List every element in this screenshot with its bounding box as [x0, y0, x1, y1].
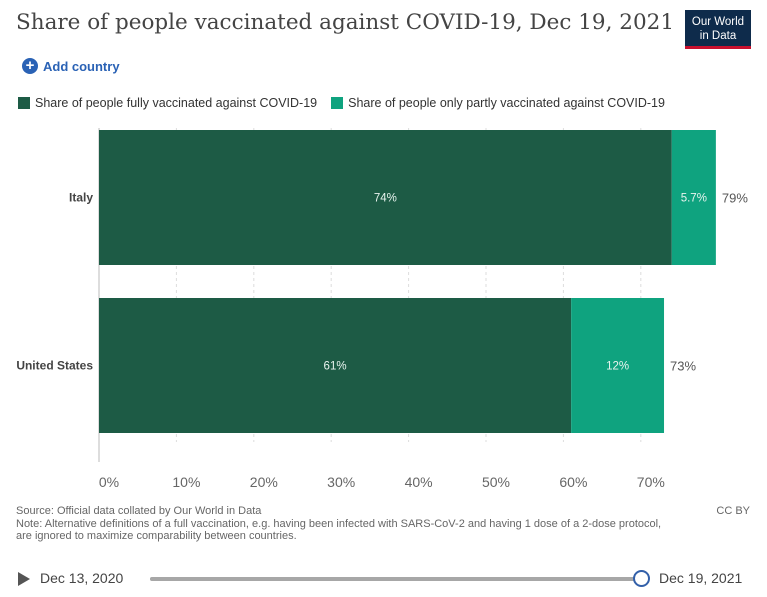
bar-chart: 0% 10% 20% 30% 40% 50% 60% 70% 74% 5.7% 79% Italy 61…: [16, 128, 748, 490]
x-tick-label: 20%: [250, 474, 278, 490]
category-label: Italy: [69, 191, 93, 205]
bar-partly-vaccinated: [671, 130, 716, 265]
legend-item-fully[interactable]: Share of people fully vaccinated against…: [18, 96, 317, 110]
bar-fully-vaccinated: [99, 298, 572, 433]
timeline-end-label[interactable]: Dec 19, 2021: [659, 570, 743, 586]
add-country-button[interactable]: + Add country: [22, 58, 120, 74]
add-country-label: Add country: [43, 58, 120, 74]
footer: Source: Official data collated by Our Wo…: [16, 505, 756, 543]
x-tick-label: 30%: [327, 474, 355, 490]
note-line-1: Note: Alternative definitions of a full …: [16, 517, 662, 530]
x-tick-label: 10%: [172, 474, 200, 490]
logo-line-2: in Data: [699, 30, 737, 42]
bar-fully-vaccinated: [99, 130, 672, 265]
timeline-handle[interactable]: [633, 570, 650, 587]
owid-logo[interactable]: Our World in Data: [685, 10, 751, 49]
x-tick-label: 70%: [637, 474, 665, 490]
x-tick-label: 60%: [559, 474, 587, 490]
legend-swatch-fully: [18, 97, 30, 109]
legend-label-partly: Share of people only partly vaccinated a…: [348, 96, 665, 110]
x-tick-label: 50%: [482, 474, 510, 490]
plus-circle-icon: +: [22, 58, 38, 74]
bar-partly-vaccinated: [571, 298, 665, 433]
chart-title: Share of people vaccinated against COVID…: [16, 10, 674, 35]
timeline-start-label[interactable]: Dec 13, 2020: [40, 570, 124, 586]
logo-line-1: Our World: [691, 16, 745, 28]
legend-label-fully: Share of people fully vaccinated against…: [35, 96, 318, 110]
timeline-fill: [150, 577, 642, 581]
license-link[interactable]: CC BY: [716, 505, 750, 517]
play-icon[interactable]: [18, 572, 30, 586]
bar-value-label: 74%: [374, 193, 397, 205]
legend-swatch-partly: [331, 97, 344, 109]
legend: Share of people fully vaccinated against…: [18, 96, 679, 110]
source-text: Source: Official data collated by Our Wo…: [16, 505, 262, 517]
x-tick-label: 0%: [99, 474, 119, 490]
legend-item-partly[interactable]: Share of people only partly vaccinated a…: [331, 96, 665, 110]
note-line-2: are ignored to maximize comparability be…: [16, 530, 297, 542]
x-tick-label: 40%: [405, 474, 433, 490]
bar-total-label: 73%: [670, 359, 696, 374]
category-label: United States: [16, 359, 93, 373]
bar-total-label: 79%: [722, 191, 748, 206]
timeline: Dec 13, 2020 Dec 19, 2021: [0, 566, 767, 592]
bar-value-label: 5.7%: [681, 193, 707, 205]
bar-value-label: 12%: [606, 361, 629, 373]
bar-value-label: 61%: [324, 361, 347, 373]
